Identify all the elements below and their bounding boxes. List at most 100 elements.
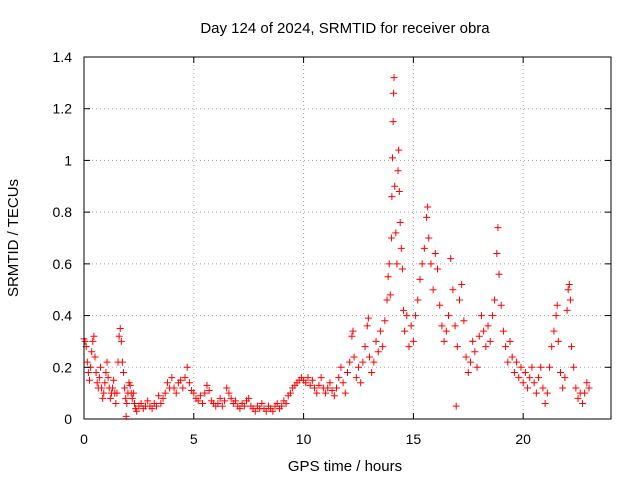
data-point — [389, 154, 397, 162]
data-point — [504, 358, 512, 366]
data-point — [424, 203, 432, 211]
data-point — [214, 399, 222, 407]
data-point — [583, 379, 591, 387]
data-point — [532, 389, 540, 397]
data-point — [123, 399, 131, 407]
data-point — [326, 379, 334, 387]
x-tick-label: 0 — [80, 431, 88, 447]
data-point — [81, 337, 89, 345]
data-point — [379, 343, 387, 351]
data-point — [121, 384, 129, 392]
data-point — [401, 327, 409, 335]
data-point — [572, 384, 580, 392]
data-point — [337, 363, 345, 371]
data-point — [449, 286, 457, 294]
data-point — [129, 389, 137, 397]
data-point — [368, 368, 376, 376]
data-point — [117, 337, 125, 345]
data-point — [232, 397, 240, 405]
data-point — [354, 363, 362, 371]
data-point — [484, 322, 492, 330]
data-point — [482, 343, 490, 351]
data-point — [344, 368, 351, 376]
data-point — [423, 213, 431, 221]
data-point — [462, 353, 470, 361]
data-point — [155, 392, 163, 400]
data-point — [581, 389, 589, 397]
data-point — [566, 296, 574, 304]
data-point — [385, 260, 393, 268]
data-point — [445, 312, 453, 320]
data-point — [502, 343, 510, 351]
data-point — [131, 399, 139, 407]
data-point — [392, 229, 400, 237]
data-point — [101, 379, 109, 387]
data-point — [414, 296, 422, 304]
x-tick-label: 20 — [515, 431, 531, 447]
data-point — [205, 387, 213, 395]
data-point — [190, 389, 198, 397]
y-tick-label: 0.6 — [53, 256, 73, 272]
data-point — [100, 389, 108, 397]
data-point — [218, 402, 226, 410]
data-point — [506, 337, 514, 345]
chart-title: Day 124 of 2024, SRMTID for receiver obr… — [200, 20, 490, 37]
data-point — [96, 363, 104, 371]
data-point — [99, 394, 107, 402]
data-point — [258, 399, 266, 407]
data-point — [199, 399, 207, 407]
data-point — [83, 358, 91, 366]
data-point — [109, 384, 117, 392]
data-point — [464, 368, 472, 376]
y-tick-label: 1.4 — [53, 49, 73, 65]
data-point — [425, 234, 433, 242]
data-point — [442, 327, 450, 335]
data-point — [585, 384, 593, 392]
data-point — [528, 363, 536, 371]
data-point — [477, 312, 485, 320]
data-point — [469, 337, 477, 345]
data-point — [286, 389, 294, 397]
data-point — [556, 368, 564, 376]
data-point — [364, 314, 372, 322]
data-point — [311, 384, 319, 392]
data-point — [357, 379, 365, 387]
data-point — [181, 374, 189, 382]
data-point — [508, 353, 516, 361]
data-point — [553, 301, 561, 309]
data-point — [157, 399, 165, 407]
data-point — [90, 332, 98, 340]
data-point — [103, 358, 111, 366]
data-point — [519, 379, 527, 387]
x-axis-label: GPS time / hours — [288, 458, 402, 475]
data-point — [466, 358, 474, 366]
data-point — [306, 381, 314, 389]
data-point — [537, 363, 545, 371]
data-point — [420, 244, 428, 252]
y-tick-label: 0.4 — [53, 308, 73, 324]
data-point — [113, 389, 121, 397]
data-point — [480, 327, 488, 335]
data-point — [486, 337, 494, 345]
data-point — [302, 379, 310, 387]
data-point — [370, 358, 378, 366]
data-point — [475, 332, 483, 340]
data-point — [262, 407, 270, 415]
data-point — [350, 353, 358, 361]
data-point — [539, 384, 547, 392]
data-point — [388, 193, 396, 201]
data-point — [315, 381, 323, 389]
data-point — [488, 312, 496, 320]
data-point — [473, 363, 481, 371]
data-point — [513, 358, 521, 366]
data-point — [95, 374, 103, 382]
data-point — [393, 260, 401, 268]
data-point — [225, 389, 233, 397]
data-point — [494, 224, 502, 232]
data-point — [399, 306, 407, 314]
data-point — [365, 353, 373, 361]
data-point — [363, 322, 371, 330]
data-point — [510, 368, 518, 376]
data-point — [438, 322, 446, 330]
data-point — [172, 389, 180, 397]
